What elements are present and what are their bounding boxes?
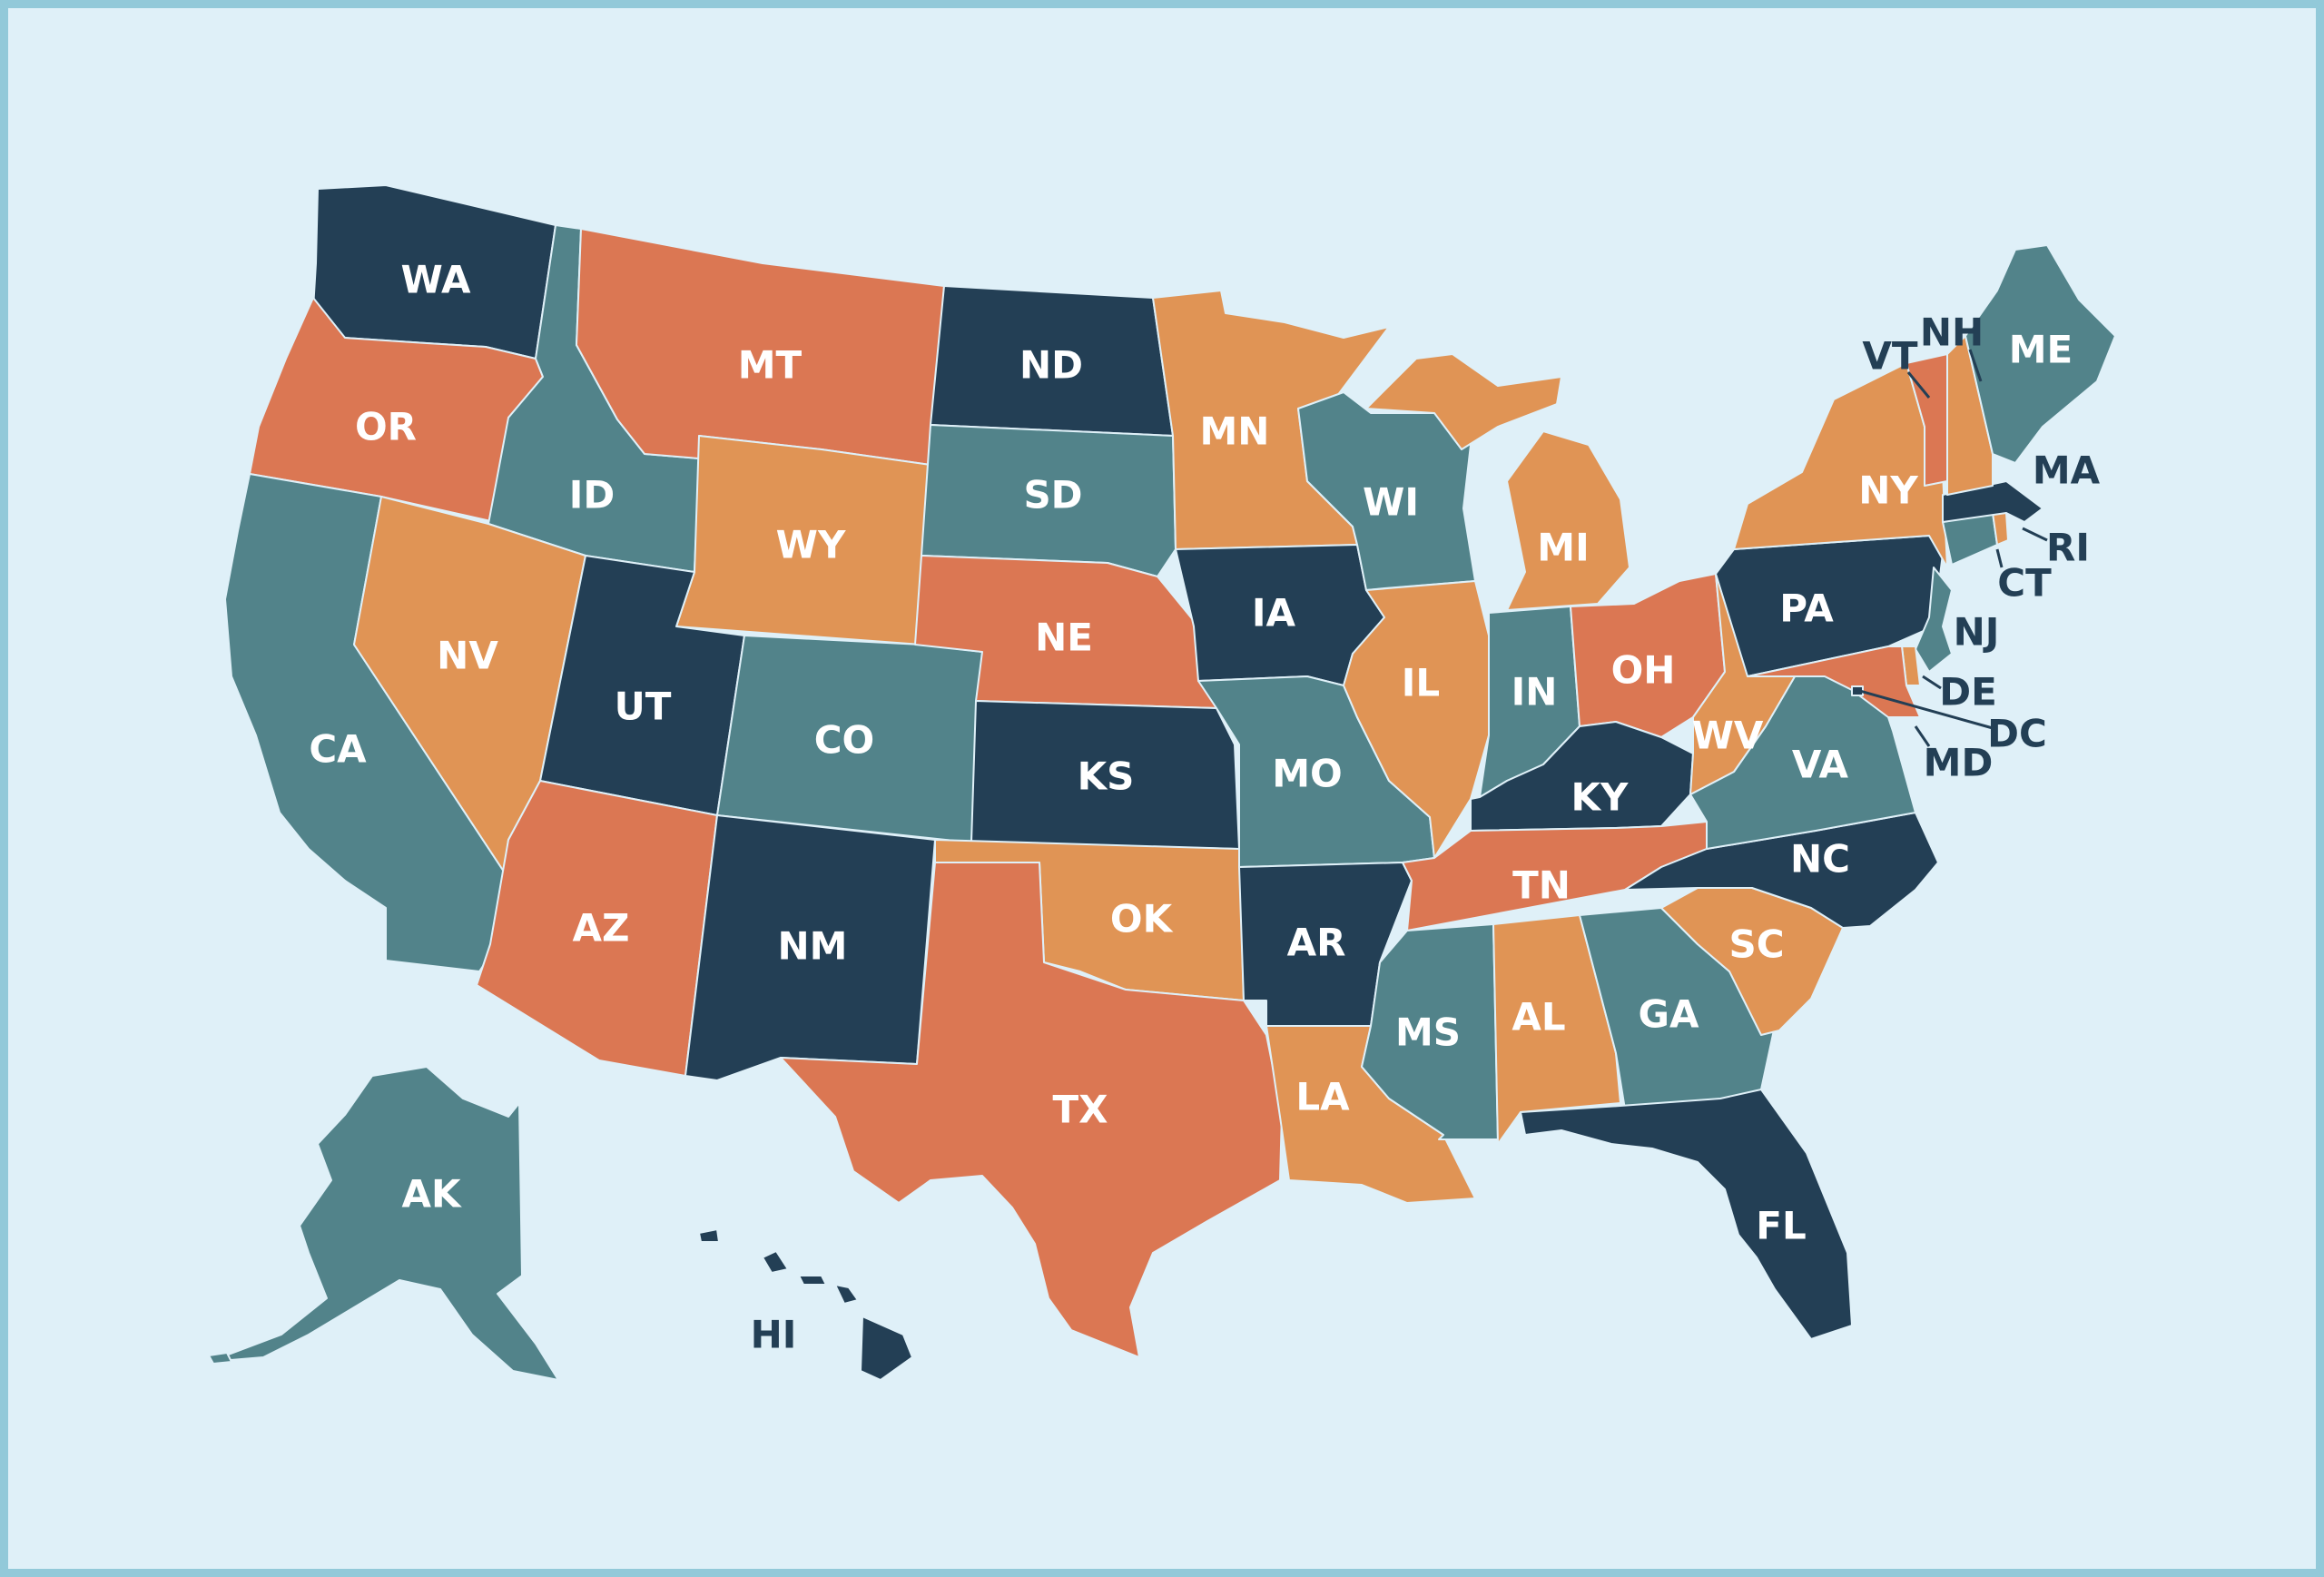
- state-ak[interactable]: [208, 1066, 559, 1381]
- state-label-ca: CA: [309, 727, 367, 772]
- state-tx[interactable]: [780, 862, 1283, 1358]
- state-label-nj: NJ: [1954, 610, 2000, 655]
- state-label-wa: WA: [401, 258, 471, 302]
- state-label-ma: MA: [2033, 448, 2101, 493]
- state-label-vt: VT: [1862, 334, 1918, 379]
- state-label-ne: NE: [1035, 616, 1093, 660]
- state-label-ks: KS: [1078, 754, 1135, 799]
- state-mi-part-1[interactable]: [1365, 353, 1562, 450]
- state-label-tn: TN: [1512, 863, 1571, 908]
- state-label-ky: KY: [1571, 775, 1630, 820]
- state-label-ny: NY: [1858, 468, 1918, 513]
- state-label-ok: OK: [1110, 897, 1174, 941]
- leader-line-md: [1914, 725, 1931, 747]
- state-label-nm: NM: [778, 924, 848, 969]
- state-label-or: OR: [355, 405, 417, 449]
- leader-line-vt: [1906, 371, 1931, 399]
- state-label-me: ME: [2009, 328, 2073, 372]
- state-label-wi: WI: [1363, 480, 1419, 525]
- state-label-nc: NC: [1790, 837, 1850, 882]
- state-label-il: IL: [1402, 661, 1440, 705]
- state-label-va: VA: [1792, 743, 1849, 787]
- state-label-nd: ND: [1019, 343, 1083, 388]
- leader-line-de: [1922, 675, 1942, 690]
- state-label-de: DE: [1939, 670, 1997, 715]
- state-fl[interactable]: [1520, 1089, 1853, 1340]
- state-label-al: AL: [1512, 995, 1565, 1040]
- state-md[interactable]: [1747, 646, 1921, 718]
- state-label-sd: SD: [1023, 473, 1082, 517]
- leader-line-nh: [1968, 349, 1983, 382]
- state-label-az: AZ: [573, 906, 630, 951]
- state-hi-part-3[interactable]: [762, 1250, 789, 1274]
- state-label-oh: OH: [1611, 648, 1676, 693]
- state-label-ri: RI: [2046, 526, 2090, 570]
- state-label-nv: NV: [437, 634, 498, 678]
- state-label-co: CO: [814, 718, 875, 763]
- state-label-ct: CT: [1997, 561, 2052, 606]
- state-label-dc: DC: [1987, 712, 2047, 756]
- state-label-mi: MI: [1537, 526, 1589, 570]
- state-label-ak: AK: [401, 1172, 462, 1217]
- state-label-sc: SC: [1728, 922, 1784, 967]
- state-label-mo: MO: [1272, 752, 1343, 796]
- leader-line-ri: [2022, 527, 2048, 542]
- state-label-ut: UT: [615, 685, 672, 729]
- state-label-md: MD: [1924, 741, 1994, 785]
- state-label-wy: WY: [776, 523, 846, 567]
- state-label-mn: MN: [1200, 409, 1270, 454]
- state-ak-part-1[interactable]: [208, 1352, 232, 1365]
- state-hi-part-4[interactable]: [698, 1228, 720, 1243]
- state-hi-part-2[interactable]: [798, 1275, 827, 1286]
- state-me[interactable]: [1965, 244, 2116, 464]
- state-label-ar: AR: [1287, 921, 1346, 965]
- state-label-wv: WV: [1692, 714, 1764, 758]
- state-nj[interactable]: [1915, 567, 1953, 673]
- state-mi[interactable]: [1506, 430, 1630, 611]
- state-az[interactable]: [476, 780, 718, 1077]
- state-hi-part-1[interactable]: [834, 1284, 859, 1305]
- state-ks[interactable]: [970, 700, 1240, 850]
- leader-line-ct: [1995, 548, 2004, 568]
- state-vt[interactable]: [1905, 353, 1948, 487]
- state-label-id: ID: [569, 473, 615, 517]
- state-nh[interactable]: [1946, 335, 1994, 496]
- state-hi[interactable]: [860, 1316, 913, 1381]
- state-label-ms: MS: [1395, 1010, 1461, 1055]
- state-label-tx: TX: [1052, 1088, 1108, 1132]
- state-label-mt: MT: [738, 343, 803, 388]
- state-label-ga: GA: [1639, 992, 1699, 1037]
- state-label-la: LA: [1295, 1075, 1350, 1119]
- state-label-fl: FL: [1756, 1204, 1806, 1248]
- state-label-nh: NH: [1920, 310, 1984, 355]
- state-label-hi: HI: [751, 1313, 797, 1357]
- state-label-in: IN: [1512, 670, 1558, 715]
- leader-line-dc: [1856, 688, 1994, 730]
- state-label-pa: PA: [1779, 586, 1834, 631]
- state-label-ia: IA: [1252, 591, 1296, 636]
